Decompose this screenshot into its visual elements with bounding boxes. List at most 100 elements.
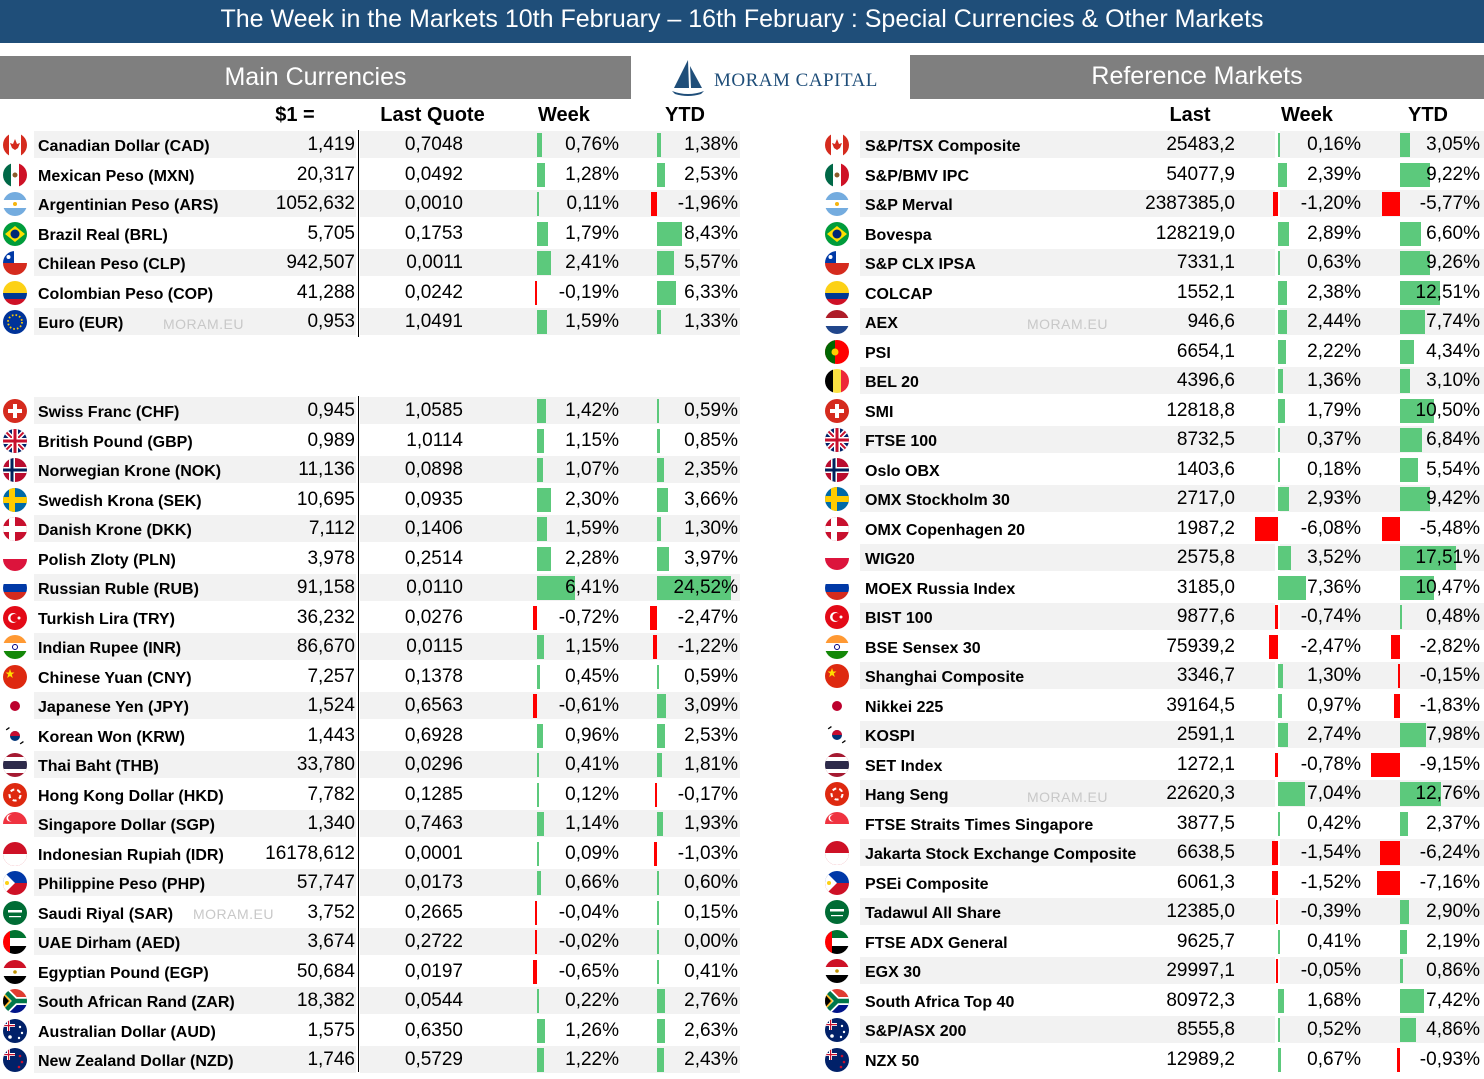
ytd-change-value: 0,15% [684, 901, 738, 923]
row-band [860, 544, 1275, 571]
market-row: NZX 50 12989,2 0,67% -0,93% [820, 1045, 1484, 1075]
ph-flag-icon [825, 870, 849, 895]
nz-flag-icon [825, 1047, 849, 1072]
ytd-change-value: -0,17% [677, 783, 738, 805]
id-flag-icon [3, 841, 27, 866]
row-band [860, 485, 1275, 512]
last-value: 1552,1 [1176, 281, 1235, 303]
ytd-change-value: 4,86% [1426, 1019, 1480, 1040]
currency-row: Danish Krone (DKK) 7,112 0,1406 1,59% 1,30% [0, 514, 745, 544]
last-quote-value: 0,0010 [404, 193, 463, 214]
market-name: S&P CLX IPSA [865, 256, 976, 273]
negative-change-bar [1390, 634, 1400, 659]
market-name: Hang Seng [865, 787, 949, 804]
th-flag-icon [825, 752, 849, 777]
last-value: 22620,3 [1166, 783, 1235, 804]
currency-row: Egyptian Pound (EGP) 50,684 0,0197 -0,65% 0,… [0, 957, 745, 987]
gb-flag-icon [3, 428, 27, 453]
week-change-value: 1,79% [565, 222, 619, 244]
ytd-change-value: 0,86% [1426, 960, 1480, 981]
positive-change-bar [537, 635, 544, 659]
rate-value: 1,419 [307, 134, 355, 155]
ytd-change-value: -6,24% [1419, 842, 1480, 863]
negative-change-bar [1398, 664, 1400, 688]
ytd-change-value: 3,97% [684, 547, 738, 569]
week-change-value: 2,28% [565, 547, 619, 569]
positive-change-bar [1400, 369, 1410, 393]
week-change-value: 1,14% [565, 813, 619, 834]
currency-row: Indonesian Rupiah (IDR) 16178,612 0,0001 0,… [0, 839, 745, 869]
row-band [860, 957, 1275, 984]
currency-row: Argentinian Peso (ARS) 1052,632 0,0010 0,11… [0, 189, 745, 219]
ytd-change-value: -1,22% [677, 636, 738, 657]
week-change-value: 0,41% [1307, 930, 1361, 952]
sailboat-icon [672, 60, 704, 96]
week-change-value: 0,45% [565, 665, 619, 687]
currency-row: Hong Kong Dollar (HKD) 7,782 0,1285 0,12% -0… [0, 780, 745, 810]
currency-row: British Pound (GBP) 0,989 1,0114 1,15% 0,85% [0, 426, 745, 456]
week-change-value: 0,11% [566, 193, 619, 214]
negative-change-bar [533, 694, 537, 718]
week-change-value: 2,93% [1307, 488, 1361, 509]
positive-change-bar [1400, 900, 1410, 924]
currency-row: Euro (EUR) 0,953 1,0491 1,59% 1,33% [0, 307, 745, 337]
positive-change-bar [1400, 546, 1457, 570]
negative-change-bar [1382, 516, 1400, 541]
rate-value: 0,953 [307, 311, 355, 332]
negative-change-bar [1272, 870, 1278, 895]
positive-change-bar [1400, 782, 1441, 806]
ytd-change-value: 5,57% [684, 252, 738, 273]
ytd-change-value: -7,16% [1419, 871, 1480, 893]
last-quote-value: 0,1406 [404, 518, 463, 539]
ytd-change-value: 0,48% [1426, 606, 1480, 627]
ytd-change-value: 10,47% [1415, 576, 1480, 598]
positive-change-bar [657, 221, 683, 246]
currency-name: Indonesian Rupiah (IDR) [38, 846, 224, 864]
positive-change-bar [657, 959, 659, 984]
positive-change-bar [537, 162, 545, 187]
cl-flag-icon [3, 251, 27, 275]
currency-name: Chinese Yuan (CNY) [38, 669, 192, 687]
ytd-change-value: 0,60% [684, 872, 738, 893]
tr-flag-icon [825, 605, 849, 629]
row-band [860, 898, 1275, 925]
row-band [860, 603, 1275, 630]
currency-name: Euro (EUR) [38, 315, 124, 332]
currency-name: Philippine Peso (PHP) [38, 876, 206, 893]
row-band [1280, 1016, 1484, 1043]
positive-change-bar [537, 133, 542, 157]
last-quote-value: 0,6350 [404, 1019, 463, 1041]
co-flag-icon [3, 280, 27, 305]
positive-change-bar [657, 517, 661, 541]
market-row: Shanghai Composite 3346,7 1,30% -0,15% [820, 661, 1484, 691]
kr-flag-icon [3, 723, 27, 748]
last-value: 2717,0 [1176, 488, 1235, 509]
currency-name: Australian Dollar (AUD) [38, 1023, 216, 1041]
positive-change-bar [537, 723, 543, 748]
market-name: South Africa Top 40 [865, 993, 1015, 1011]
cl-flag-icon [825, 251, 849, 275]
rate-value: 1,575 [307, 1019, 355, 1041]
market-row: FTSE Straits Times Singapore 3877,5 0,42% 2… [820, 809, 1484, 839]
ytd-change-value: 2,35% [684, 459, 738, 480]
ru-flag-icon [825, 575, 849, 600]
ytd-change-value: 10,50% [1415, 399, 1480, 421]
negative-change-bar [535, 900, 537, 925]
dk-flag-icon [3, 517, 27, 541]
se-flag-icon [825, 487, 849, 511]
positive-change-bar [1400, 251, 1430, 275]
col-header-week: Week [538, 104, 590, 126]
be-flag-icon [825, 369, 849, 393]
currency-row: Japanese Yen (JPY) 1,524 0,6563 -0,61% 3,09% [0, 691, 745, 721]
watermark: MORAM.EU [193, 906, 274, 922]
ytd-change-value: 2,43% [684, 1049, 738, 1070]
week-change-value: -0,02% [558, 931, 619, 952]
ph-flag-icon [3, 871, 27, 895]
currency-name: South African Rand (ZAR) [38, 994, 235, 1011]
ytd-change-value: 3,10% [1426, 370, 1480, 391]
positive-change-bar [537, 251, 552, 275]
currency-row: Mexican Peso (MXN) 20,317 0,0492 1,28% 2,53% [0, 160, 745, 190]
positive-change-bar [1400, 959, 1403, 983]
last-quote-value: 0,2665 [404, 901, 463, 923]
positive-change-bar [537, 458, 544, 482]
